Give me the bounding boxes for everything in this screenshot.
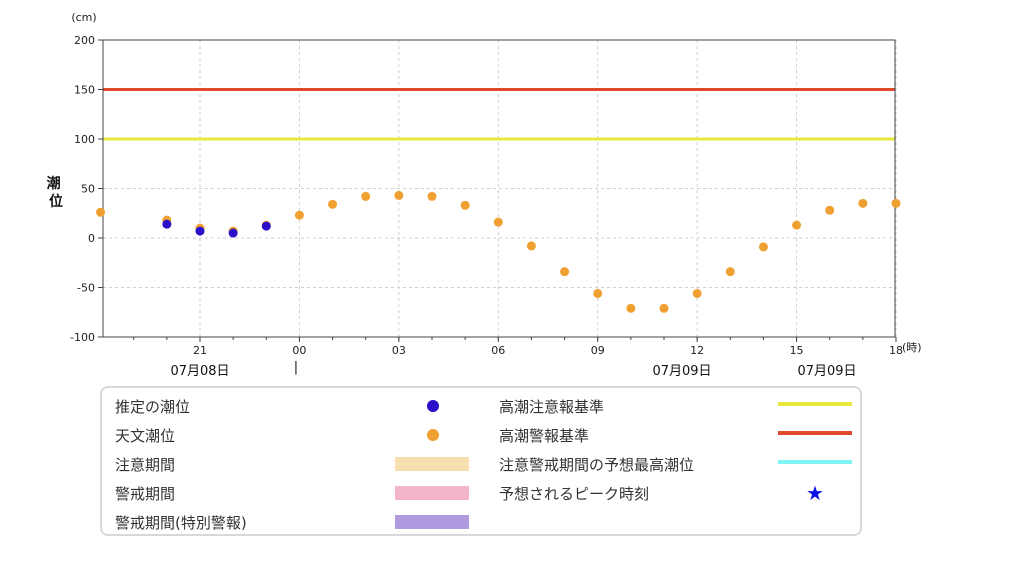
estimated-tide-point — [195, 226, 205, 236]
y-tick-label: 200 — [74, 34, 95, 47]
data-points — [96, 190, 901, 313]
legend-item-astronomical-tide: 天文潮位 — [115, 423, 175, 447]
astronomical-tide-point — [361, 191, 371, 201]
legend-label: 警戒期間(特別警報) — [115, 513, 247, 532]
astronomical-tide-point — [626, 303, 636, 313]
x-tick-label: 21 — [193, 344, 207, 357]
astronomical-tide-point — [560, 267, 570, 277]
legend-swatch-special-warning — [395, 515, 469, 529]
x-tick-label: 18 — [889, 344, 903, 357]
astronomical-tide-point — [659, 303, 669, 313]
legend-label: 天文潮位 — [115, 426, 176, 445]
astronomical-tide-point — [692, 288, 702, 298]
y-tick-label: 100 — [74, 133, 95, 146]
astronomical-tide-point — [394, 190, 404, 200]
legend: 推定の潮位 天文潮位 注意期間 警戒期間 警戒期間(特別警報) 高潮注意報基準 … — [100, 386, 862, 536]
astronomical-tide-point — [858, 198, 868, 208]
date-label-0708: 07月08日 — [170, 364, 229, 379]
legend-item-peak-time: 予想されるピーク時刻 — [499, 481, 649, 505]
y-axis-title: 潮 位 — [47, 175, 66, 210]
astronomical-tide-point — [294, 210, 304, 220]
x-tick-label: 00 — [292, 344, 306, 357]
legend-label: 予想されるピーク時刻 — [499, 484, 650, 503]
astronomical-tide-point — [460, 200, 470, 210]
legend-label: 警戒期間 — [115, 484, 176, 503]
legend-line-advisory — [778, 402, 852, 406]
astronomical-tide-point — [792, 220, 802, 230]
estimated-tide-point — [228, 228, 238, 238]
legend-item-max-predicted-tide: 注意警戒期間の予想最高潮位 — [499, 452, 694, 476]
legend-label: 注意期間 — [115, 455, 176, 474]
legend-line-warning — [778, 431, 852, 435]
x-tick-label: 12 — [690, 344, 704, 357]
date-marker: | — [294, 360, 298, 375]
date-label-0709-b: 07月09日 — [797, 364, 856, 379]
x-ticks: 21 00 03 06 09 12 15 18 — [133, 337, 903, 357]
legend-dot-astronomical — [427, 429, 439, 441]
astronomical-tide-point — [593, 288, 603, 298]
astronomical-tide-point — [427, 191, 437, 201]
astronomical-tide-point — [725, 267, 735, 277]
legend-item-caution-period: 注意期間 — [115, 452, 175, 476]
astronomical-tide-point — [526, 241, 536, 251]
estimated-tide-point — [162, 219, 172, 229]
y-tick-label: -50 — [77, 282, 95, 295]
legend-label: 推定の潮位 — [115, 397, 191, 416]
astronomical-tide-point — [758, 242, 768, 252]
legend-dot-estimated — [427, 400, 439, 412]
x-tick-label: 09 — [591, 344, 605, 357]
x-tick-label: 03 — [392, 344, 406, 357]
tide-chart: (cm) (時) 潮 位 200 150 100 50 0 -50 -100 21 00 03 0… — [47, 11, 922, 379]
x-tick-label: 15 — [790, 344, 804, 357]
y-unit-label: (cm) — [71, 11, 96, 24]
legend-label: 注意警戒期間の予想最高潮位 — [499, 455, 695, 474]
legend-label: 高潮警報基準 — [499, 426, 590, 445]
legend-line-max-predicted — [778, 460, 852, 464]
estimated-tide-point — [261, 221, 271, 231]
reference-lines — [103, 88, 895, 141]
astronomical-tide-point — [493, 217, 503, 227]
legend-item-advisory-standard: 高潮注意報基準 — [499, 394, 604, 418]
astronomical-tide-point — [825, 205, 835, 215]
y-tick-label: -100 — [70, 331, 95, 344]
legend-item-warning-standard: 高潮警報基準 — [499, 423, 589, 447]
date-label-0709-a: 07月09日 — [652, 364, 711, 379]
grid — [103, 40, 897, 337]
x-tick-label: 06 — [491, 344, 505, 357]
legend-item-estimated-tide: 推定の潮位 — [115, 394, 190, 418]
legend-item-warning-period: 警戒期間 — [115, 481, 175, 505]
y-tick-label: 150 — [74, 84, 95, 97]
x-unit-label: (時) — [902, 341, 922, 354]
star-icon: ★ — [806, 481, 824, 505]
astronomical-tide-point — [891, 198, 901, 208]
y-tick-label: 0 — [88, 232, 95, 245]
astronomical-tide-point — [328, 199, 338, 209]
y-tick-label: 50 — [81, 183, 95, 196]
legend-item-special-warning-period: 警戒期間(特別警報) — [115, 510, 247, 534]
legend-label: 高潮注意報基準 — [499, 397, 605, 416]
legend-swatch-caution — [395, 457, 469, 471]
astronomical-tide-point — [96, 207, 106, 217]
legend-swatch-warning — [395, 486, 469, 500]
y-ticks: 200 150 100 50 0 -50 -100 — [70, 34, 103, 344]
